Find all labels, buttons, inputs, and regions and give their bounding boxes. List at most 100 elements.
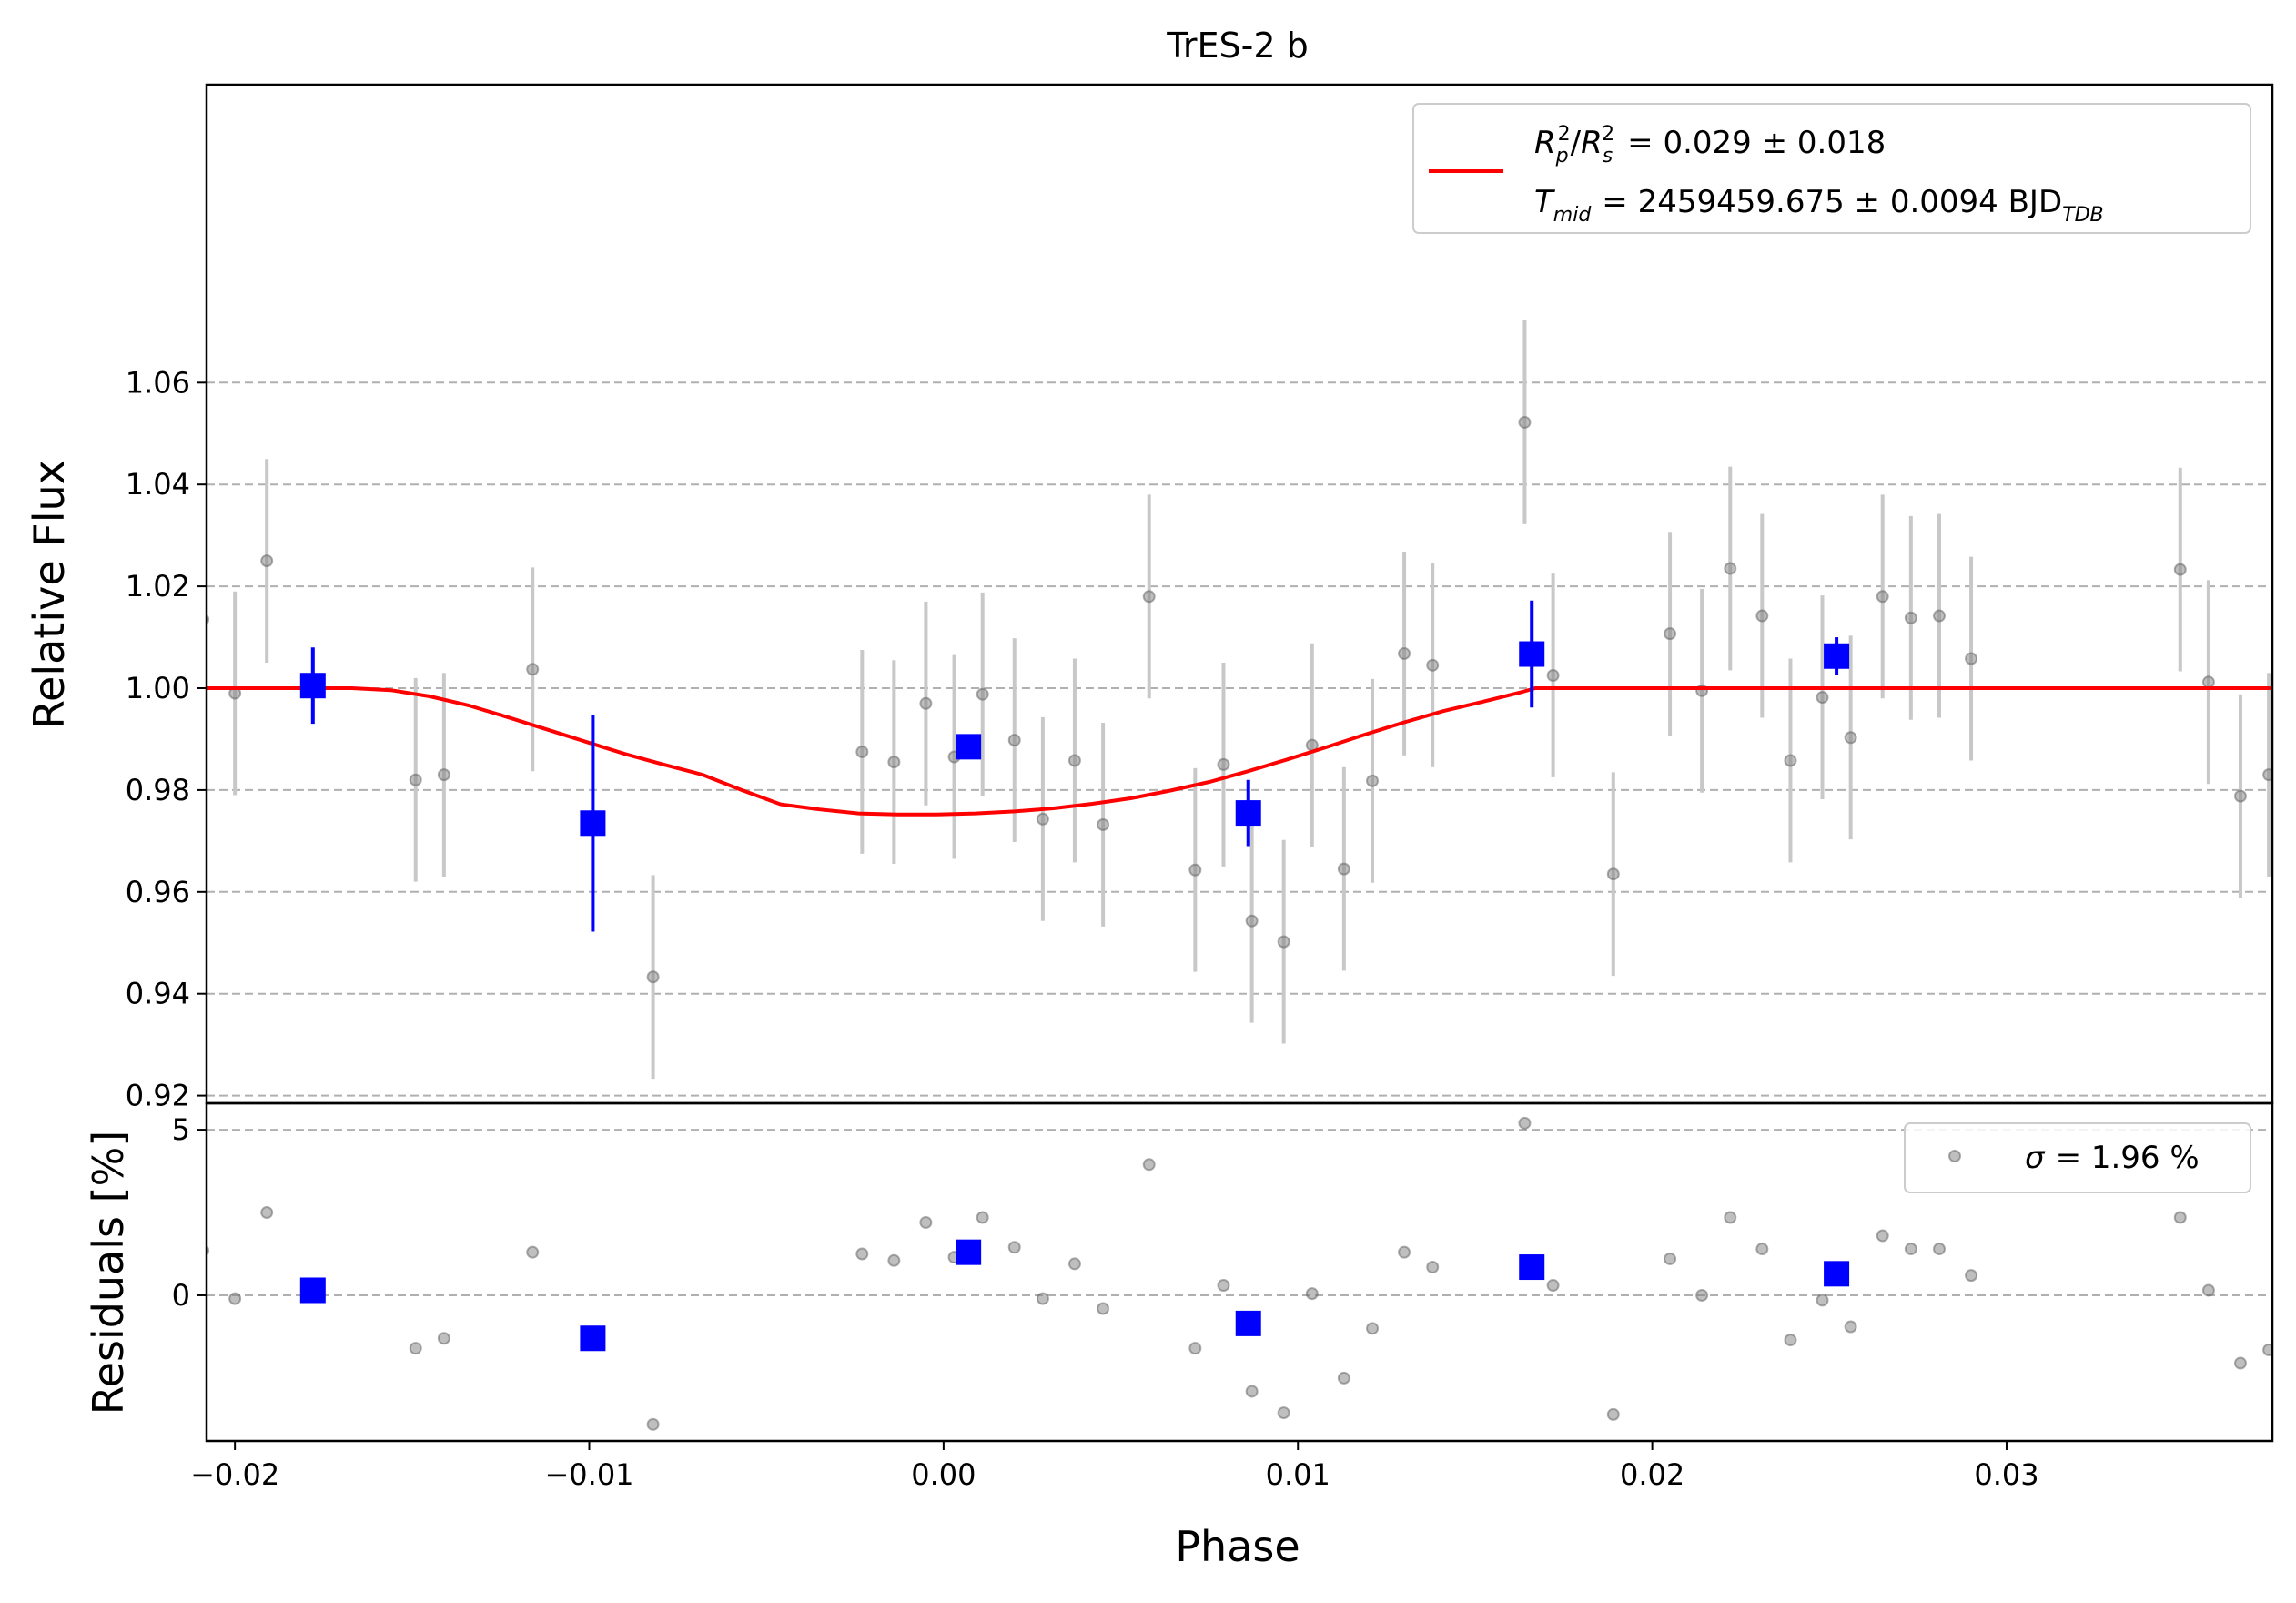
- residual-point: [1755, 1243, 1769, 1256]
- binned-point: [1235, 800, 1261, 827]
- residual-point: [1784, 1334, 1797, 1347]
- residual-point: [409, 1342, 422, 1355]
- legend-rs-symbol: R: [1581, 125, 1603, 161]
- residuals-y-tick-label: 0: [172, 1278, 190, 1313]
- binned-point: [1519, 641, 1545, 667]
- data-point: [1816, 691, 1829, 705]
- x-tick-label: −0.02: [190, 1457, 279, 1492]
- data-point: [1036, 812, 1049, 826]
- residual-point: [1724, 1211, 1737, 1224]
- main-y-axis-label: Relative Flux: [25, 460, 74, 729]
- data-point: [1426, 658, 1440, 672]
- residual-point: [1398, 1245, 1411, 1259]
- legend-tmid-tdb: TDB: [2062, 204, 2103, 227]
- residual-point: [919, 1215, 933, 1229]
- residual-point: [887, 1253, 901, 1267]
- residuals-legend-box: [1904, 1122, 2251, 1193]
- legend-rs-sub: s: [1603, 145, 1613, 167]
- data-point: [437, 768, 450, 782]
- residual-point: [1337, 1371, 1350, 1385]
- x-tick-label: 0.03: [1974, 1457, 2038, 1492]
- legend-rp-rs-entry: Rp2/Rs2 = 0.029 ± 0.018: [1534, 123, 1886, 167]
- main-data-points: [207, 415, 2272, 984]
- data-point: [2201, 675, 2215, 689]
- data-point: [2262, 768, 2272, 782]
- residuals-legend: σ = 1.96 %: [1904, 1122, 2251, 1193]
- data-point: [1337, 862, 1350, 876]
- residual-point: [1217, 1279, 1230, 1293]
- main-y-ticks: 0.92 0.94 0.96 0.98 1.00 1.02 1.04 1.06: [126, 365, 207, 1113]
- residual-point: [1546, 1279, 1560, 1293]
- main-gridlines: [207, 381, 2272, 1097]
- legend-sigma-entry: σ = 1.96 %: [2025, 1140, 2200, 1176]
- residual-point: [1518, 1116, 1532, 1130]
- legend-tmid-sub: mid: [1553, 204, 1593, 227]
- data-point: [409, 773, 422, 786]
- binned-residual-point: [580, 1325, 606, 1352]
- residuals-axes-frame: [205, 1101, 2274, 1443]
- main-legend-box: [1412, 103, 2251, 234]
- residual-point: [1932, 1243, 1946, 1256]
- main-y-tick-label: 0.98: [126, 773, 190, 807]
- data-point: [1546, 669, 1560, 683]
- x-ticks: −0.02 −0.01 0.00 0.01 0.02 0.03: [190, 1441, 2039, 1492]
- legend-slash: /: [1571, 125, 1582, 161]
- x-tick-label: −0.01: [544, 1457, 633, 1492]
- residual-point: [1142, 1158, 1156, 1172]
- legend-residual-swatch: [1948, 1150, 1961, 1162]
- residual-point: [437, 1332, 450, 1345]
- main-binned-points: [299, 600, 1850, 932]
- residual-point: [2233, 1356, 2247, 1370]
- residual-point: [228, 1292, 242, 1305]
- main-y-tick-label: 1.02: [126, 569, 190, 604]
- legend-rp-value: = 0.029 ± 0.018: [1627, 125, 1886, 161]
- data-point: [260, 554, 274, 568]
- main-y-tick-label: 0.92: [126, 1079, 190, 1113]
- residual-point: [1816, 1294, 1829, 1307]
- residual-point: [1007, 1241, 1021, 1254]
- data-point: [526, 663, 540, 676]
- data-point: [1007, 734, 1021, 747]
- binned-residual-point: [1235, 1310, 1261, 1336]
- main-y-tick-label: 0.94: [126, 977, 190, 1011]
- residual-point: [1277, 1406, 1290, 1420]
- data-point: [1755, 609, 1769, 623]
- legend-rp-sub: p: [1555, 145, 1569, 167]
- data-point: [2233, 789, 2247, 803]
- data-point: [1876, 590, 1889, 604]
- main-model-line: [207, 686, 2272, 817]
- residual-point: [1606, 1407, 1620, 1421]
- residual-point: [976, 1211, 989, 1224]
- binned-point: [299, 673, 326, 699]
- data-point: [887, 756, 901, 769]
- data-point: [1724, 562, 1737, 575]
- data-point: [1784, 754, 1797, 767]
- residual-point: [2262, 1343, 2272, 1356]
- binned-point: [956, 734, 982, 760]
- data-point: [1932, 609, 1946, 623]
- residual-point: [1426, 1261, 1440, 1274]
- x-tick-label: 0.02: [1620, 1457, 1684, 1492]
- residual-point: [1695, 1288, 1709, 1302]
- data-point: [1606, 867, 1620, 881]
- data-point: [1188, 863, 1202, 877]
- residual-point: [1245, 1385, 1259, 1398]
- main-y-tick-label: 1.06: [126, 365, 190, 400]
- legend-tmid-symbol: T: [1534, 184, 1555, 220]
- residual-point: [1904, 1243, 1917, 1256]
- residual-point: [855, 1247, 869, 1261]
- data-point: [1366, 774, 1380, 787]
- legend-tmid-entry: Tmid = 2459459.675 ± 0.0094 BJDTDB: [1534, 184, 2104, 227]
- data-point: [1245, 914, 1259, 928]
- main-legend: Rp2/Rs2 = 0.029 ± 0.018 Tmid = 2459459.675…: [1412, 103, 2251, 234]
- data-point: [919, 696, 933, 710]
- residual-point: [2201, 1283, 2215, 1297]
- residuals-y-ticks: 05: [172, 1112, 207, 1313]
- residual-point: [1366, 1322, 1380, 1335]
- data-point: [1844, 731, 1857, 745]
- residual-point: [260, 1206, 274, 1220]
- data-point: [2173, 563, 2187, 576]
- x-tick-label: 0.01: [1266, 1457, 1330, 1492]
- residuals-binned-points: [299, 1239, 1850, 1352]
